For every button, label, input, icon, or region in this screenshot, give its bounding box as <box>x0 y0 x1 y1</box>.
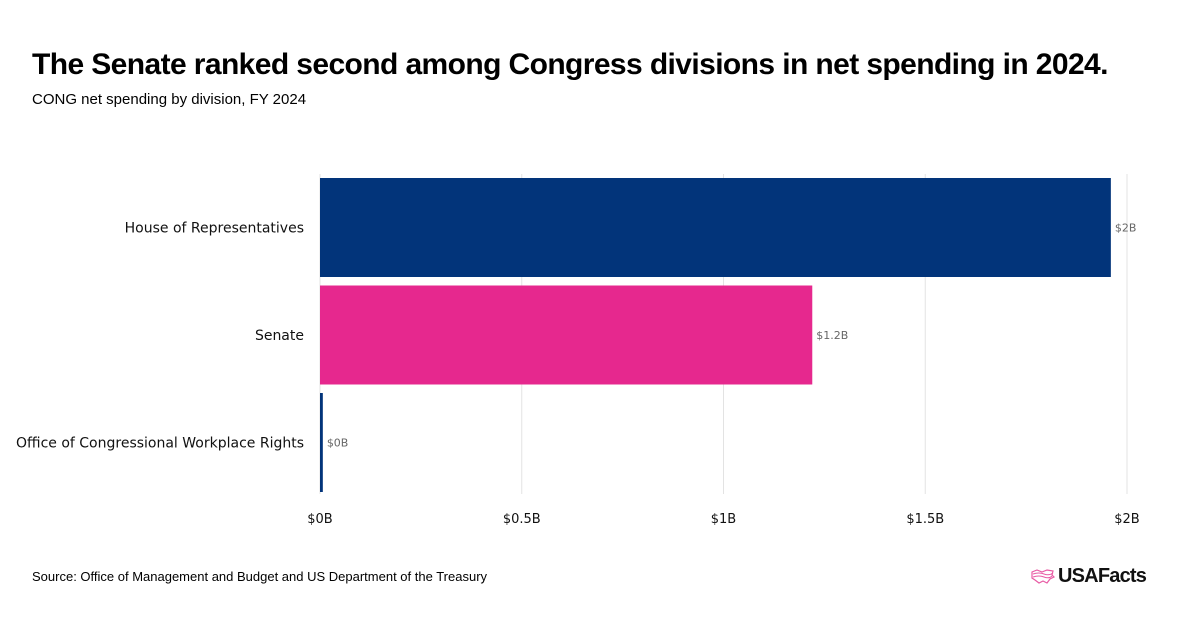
x-tick-label: $0B <box>307 512 332 527</box>
logo-text: USAFacts <box>1058 565 1147 587</box>
category-label: House of Representatives <box>125 221 304 237</box>
x-axis-tick-labels: $0B $0.5B $1B $1.5B $2B <box>307 512 1139 527</box>
data-label: $0B <box>327 437 349 450</box>
bar <box>320 178 1111 277</box>
x-tick-label: $1B <box>711 512 736 527</box>
data-labels: $2B $1.2B $0B <box>327 222 1137 450</box>
bar <box>320 285 813 385</box>
chart-title: The Senate ranked second among Congress … <box>32 48 1108 81</box>
category-label: Office of Congressional Workplace Rights <box>16 436 304 452</box>
source-note: Source: Office of Management and Budget … <box>32 569 488 584</box>
bars <box>320 178 1111 492</box>
category-label: Senate <box>255 328 304 344</box>
chart-subtitle: CONG net spending by division, FY 2024 <box>32 91 307 108</box>
data-label: $2B <box>1115 222 1137 235</box>
x-tick-label: $1.5B <box>906 512 944 527</box>
usafacts-logo: USAFacts <box>1031 565 1147 588</box>
data-label: $1.2B <box>816 329 848 342</box>
category-labels: House of Representatives Senate Office of … <box>16 221 304 452</box>
bar <box>320 393 323 492</box>
x-tick-label: $0.5B <box>503 512 541 527</box>
us-map-icon <box>1031 568 1055 584</box>
x-tick-label: $2B <box>1114 512 1139 527</box>
